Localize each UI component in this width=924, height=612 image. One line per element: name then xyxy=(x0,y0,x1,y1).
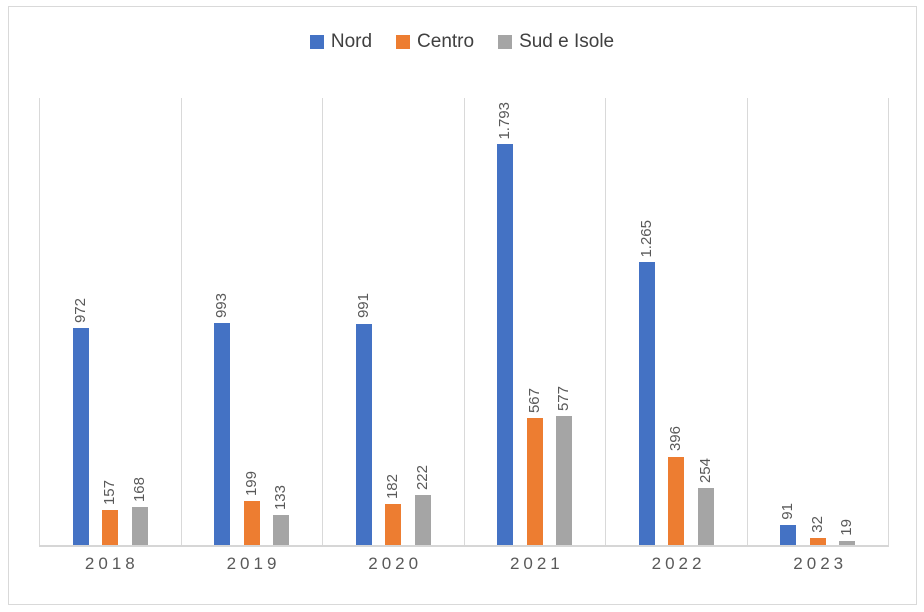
bar-group: 91 32 19 xyxy=(779,98,856,545)
legend-swatch-centro xyxy=(396,34,411,49)
plot-area: 972 157 168 993 199 133 991 182 222 1.793 567 577 1.… xyxy=(39,98,889,547)
bar xyxy=(780,524,797,545)
bar-unit: 254 xyxy=(696,98,715,545)
bar-unit: 157 xyxy=(101,98,119,545)
bar xyxy=(273,515,290,545)
bar xyxy=(839,540,856,545)
bar xyxy=(355,323,372,545)
bar xyxy=(556,416,573,545)
x-axis-label: 2018 xyxy=(84,554,139,573)
legend-item-nord: Nord xyxy=(309,31,373,52)
bar-unit: 168 xyxy=(130,98,149,545)
bar-value-label: 396 xyxy=(667,426,684,452)
bar-unit: 222 xyxy=(413,98,432,545)
bar-unit: 577 xyxy=(555,98,573,545)
plot-category-cell: 993 199 133 xyxy=(180,98,323,545)
bar-value-label: 993 xyxy=(213,293,230,319)
bar-value-label: 1.265 xyxy=(637,219,655,258)
bar-value-label: 91 xyxy=(779,502,796,520)
bar-group: 991 182 222 xyxy=(354,98,432,545)
bar xyxy=(414,495,431,545)
legend-label-centro: Centro xyxy=(417,31,475,52)
bar-value-label: 972 xyxy=(71,297,89,323)
bar-value-label: 168 xyxy=(130,477,148,503)
bar xyxy=(72,327,89,545)
x-axis: 2018 2019 2020 2021 2022 2023 xyxy=(39,554,889,574)
bar-unit: 972 xyxy=(71,98,90,545)
bar xyxy=(638,262,655,545)
legend-swatch-sud-e-isole xyxy=(498,34,513,49)
bar-unit: 91 xyxy=(779,98,797,545)
legend: Nord Centro Sud e Isole xyxy=(0,32,924,51)
bar-value-label: 182 xyxy=(384,474,401,500)
plot-category-cell: 972 157 168 xyxy=(39,98,181,545)
plot-category-cell: 1.265 396 254 xyxy=(605,98,747,545)
x-axis-label: 2023 xyxy=(793,554,848,573)
bar-value-label: 254 xyxy=(696,458,714,484)
bar-value-label: 567 xyxy=(525,388,543,414)
bar-group: 1.793 567 577 xyxy=(496,98,573,545)
x-axis-label: 2019 xyxy=(226,554,281,573)
bar xyxy=(526,418,543,545)
bar xyxy=(497,144,514,545)
bar xyxy=(214,323,231,545)
legend-swatch-nord xyxy=(309,34,324,49)
bar-value-label: 577 xyxy=(555,386,572,412)
legend-item-sud-e-isole: Sud e Isole xyxy=(498,32,614,51)
bar-group: 993 199 133 xyxy=(213,98,290,545)
bar xyxy=(385,504,402,545)
bar-value-label: 991 xyxy=(354,293,372,319)
plot-category-cell: 991 182 222 xyxy=(322,98,464,545)
bar xyxy=(131,507,148,545)
bar-value-label: 19 xyxy=(838,519,855,536)
bar-group: 972 157 168 xyxy=(71,98,149,545)
bar-unit: 199 xyxy=(242,98,261,545)
bar-value-label: 133 xyxy=(272,485,289,511)
bar-unit: 567 xyxy=(525,98,544,545)
bar-unit: 32 xyxy=(808,98,827,545)
bar-unit: 182 xyxy=(384,98,402,545)
bar-value-label: 157 xyxy=(101,479,118,505)
x-axis-label: 2022 xyxy=(651,554,706,573)
bar xyxy=(102,509,119,545)
bar-group: 1.265 396 254 xyxy=(637,98,715,545)
bar-unit: 993 xyxy=(213,98,231,545)
bar-value-label: 32 xyxy=(808,516,826,533)
x-axis-label: 2020 xyxy=(368,554,423,573)
bar-value-label: 222 xyxy=(413,465,431,491)
bar-unit: 991 xyxy=(354,98,373,545)
legend-label-sud-e-isole: Sud e Isole xyxy=(519,31,615,52)
x-axis-label: 2021 xyxy=(509,554,564,573)
bar xyxy=(243,500,260,545)
plot-category-cell: 91 32 19 xyxy=(746,98,889,545)
bar-value-label: 1.793 xyxy=(496,101,513,140)
legend-item-centro: Centro xyxy=(396,32,474,51)
legend-label-nord: Nord xyxy=(330,31,373,52)
bar xyxy=(697,488,714,545)
bar-unit: 1.793 xyxy=(496,98,514,545)
bar-unit: 1.265 xyxy=(637,98,656,545)
plot-category-cell: 1.793 567 577 xyxy=(463,98,606,545)
bar-unit: 396 xyxy=(667,98,685,545)
bar xyxy=(668,456,685,545)
bar-value-label: 199 xyxy=(242,470,260,496)
bar xyxy=(809,537,826,545)
bar-unit: 19 xyxy=(838,98,856,545)
bar-unit: 133 xyxy=(272,98,290,545)
